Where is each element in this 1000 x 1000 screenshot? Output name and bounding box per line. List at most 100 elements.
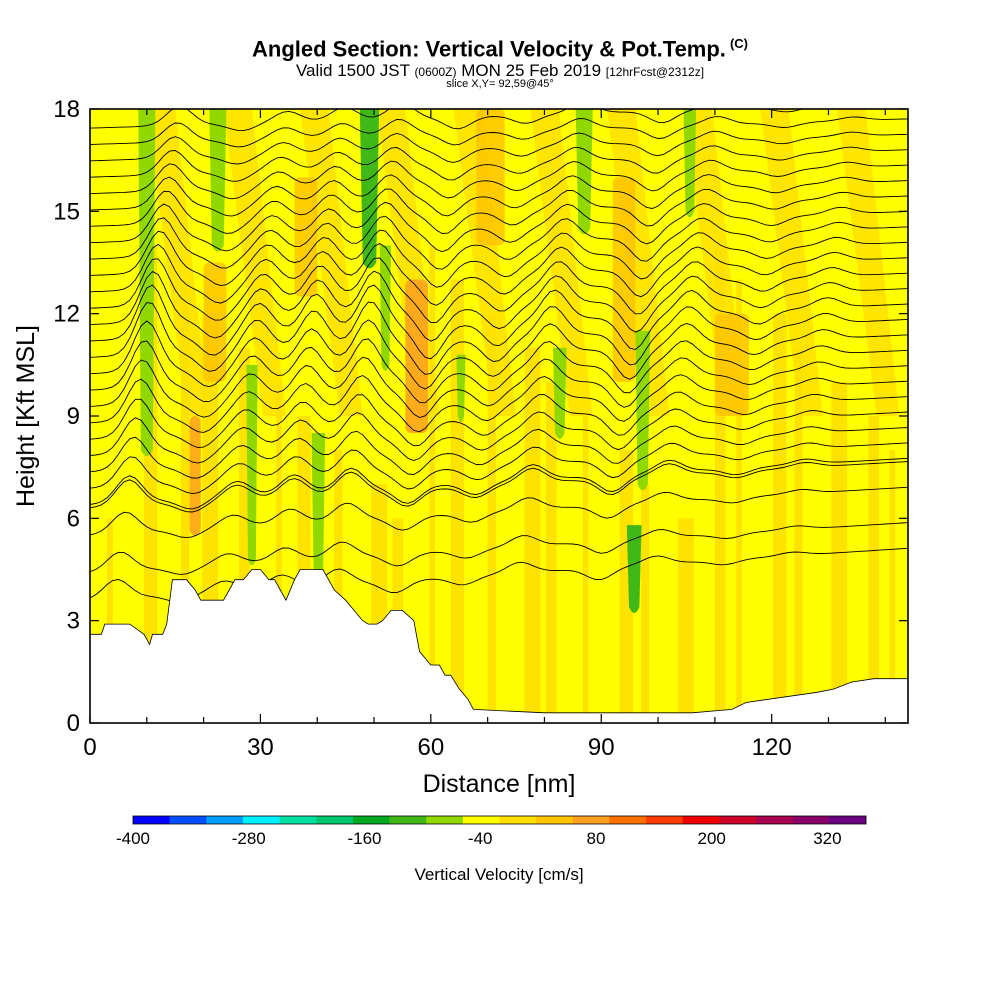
theta-contour [90, 130, 908, 165]
theta-contour [90, 391, 908, 449]
updraft-column [714, 245, 726, 723]
theta-contour [90, 442, 908, 495]
colorbar-segment [792, 816, 830, 824]
colorbar-tick-label: -280 [232, 829, 266, 848]
updraft-streak [760, 109, 823, 416]
updraft-column [334, 450, 343, 723]
colorbar-segment [572, 816, 610, 824]
colorbar-tick-label: -40 [468, 829, 493, 848]
theta-contour [90, 356, 908, 418]
updraft-column [524, 347, 541, 723]
colorbar-segment [169, 816, 207, 824]
theta-contour [90, 215, 908, 270]
colorbar-segment [499, 816, 537, 824]
colorbar-tick-label: -400 [116, 829, 150, 848]
theta-contour [90, 284, 908, 360]
theta-contour [90, 408, 908, 464]
colorbar-label: Vertical Velocity [cm/s] [414, 865, 583, 884]
colorbar-segment [682, 816, 720, 824]
downdraft-column [626, 525, 642, 614]
colorbar-tick-label: -160 [347, 829, 381, 848]
downdraft-column [246, 364, 258, 566]
updraft-column [773, 313, 787, 723]
updraft-column [582, 416, 589, 723]
theta-contour [90, 425, 908, 479]
updraft-streak [223, 109, 286, 416]
theta-contour [90, 116, 908, 148]
colorbar-segment [646, 816, 684, 824]
colorbar-segment [462, 816, 500, 824]
y-tick-label: 15 [53, 198, 80, 225]
theta-contour [90, 201, 908, 253]
theta-contour [90, 338, 908, 404]
colorbar-segment [133, 816, 170, 824]
downdraft-column [209, 109, 227, 252]
theta-contour [90, 145, 908, 182]
theta-contour [90, 229, 908, 288]
updraft-column [429, 245, 436, 723]
chart-title-text: Angled Section: Vertical Velocity & Pot.… [252, 36, 726, 62]
y-axis-label: Height [Kft MSL] [12, 325, 40, 507]
colorbar-tick-label: 320 [813, 829, 841, 848]
colorbar-segment [536, 816, 574, 824]
valid-time-utc: (0600Z) [414, 65, 457, 79]
x-tick-label: 30 [247, 734, 274, 761]
downdraft-column [808, 109, 820, 150]
updraft-streak [146, 109, 210, 416]
updraft-column [794, 347, 803, 723]
theta-contours [90, 109, 908, 603]
downdraft-column [552, 347, 567, 440]
downdraft-column [138, 109, 156, 457]
colorbar-segment [206, 816, 244, 824]
updraft-column [487, 313, 496, 723]
chart-title-suffix: (C) [729, 36, 748, 51]
y-tick-label: 0 [67, 710, 80, 737]
y-tick-label: 6 [67, 505, 80, 532]
valid-time-line: Valid 1500 JST (0600Z) MON 25 Feb 2019 [… [0, 61, 1000, 81]
theta-contour [90, 461, 908, 513]
colorbar-tick-label: 80 [586, 829, 605, 848]
x-tick-label: 120 [752, 734, 792, 761]
updraft-column [677, 518, 694, 723]
colorbar-segment [829, 816, 867, 824]
valid-time-jst: Valid 1500 JST [295, 61, 410, 80]
colorbar-segment [719, 816, 757, 824]
updraft-streak [836, 109, 900, 416]
theta-contour [90, 159, 908, 200]
x-tick-label: 60 [417, 734, 444, 761]
downdraft-column [456, 354, 466, 422]
theta-contour [90, 374, 908, 433]
terrain-mask [90, 569, 908, 723]
y-tick-label: 18 [53, 96, 80, 123]
updraft-column [736, 279, 742, 723]
x-axis-label: Distance [nm] [423, 770, 576, 798]
terrain-profile [90, 569, 908, 723]
updraft-column [889, 450, 896, 723]
theta-contour [90, 174, 908, 217]
downdraft-column [379, 245, 392, 371]
updraft-column [107, 518, 113, 723]
theta-contour [90, 270, 908, 342]
slice-info: slice X,Y= 92,59@45° [446, 78, 554, 90]
x-tick-label: 0 [83, 734, 96, 761]
colorbar-segment [316, 816, 354, 824]
axes: 0 30 60 90 120 0 3 6 9 12 15 18 Distance [nm] Height … [12, 96, 908, 798]
colorbar-segment [279, 816, 317, 824]
forecast-info: [12hrFcst@2312z] [605, 65, 705, 79]
updraft-band [714, 313, 749, 416]
updraft-column [619, 450, 634, 723]
downdraft-column [683, 109, 697, 218]
colorbar-segment [389, 816, 427, 824]
y-tick-label: 12 [53, 301, 80, 328]
colorbar-frame [132, 815, 867, 825]
theta-contour [90, 319, 908, 390]
y-tick-label: 9 [67, 403, 80, 430]
updraft-band [476, 109, 505, 246]
theta-contour [90, 257, 908, 323]
theta-contour [90, 486, 908, 539]
x-tick-label: 90 [588, 734, 615, 761]
updraft-streak [530, 109, 593, 416]
chart-title: Angled Section: Vertical Velocity & Pot.… [0, 36, 1000, 62]
updraft-column [868, 416, 880, 723]
